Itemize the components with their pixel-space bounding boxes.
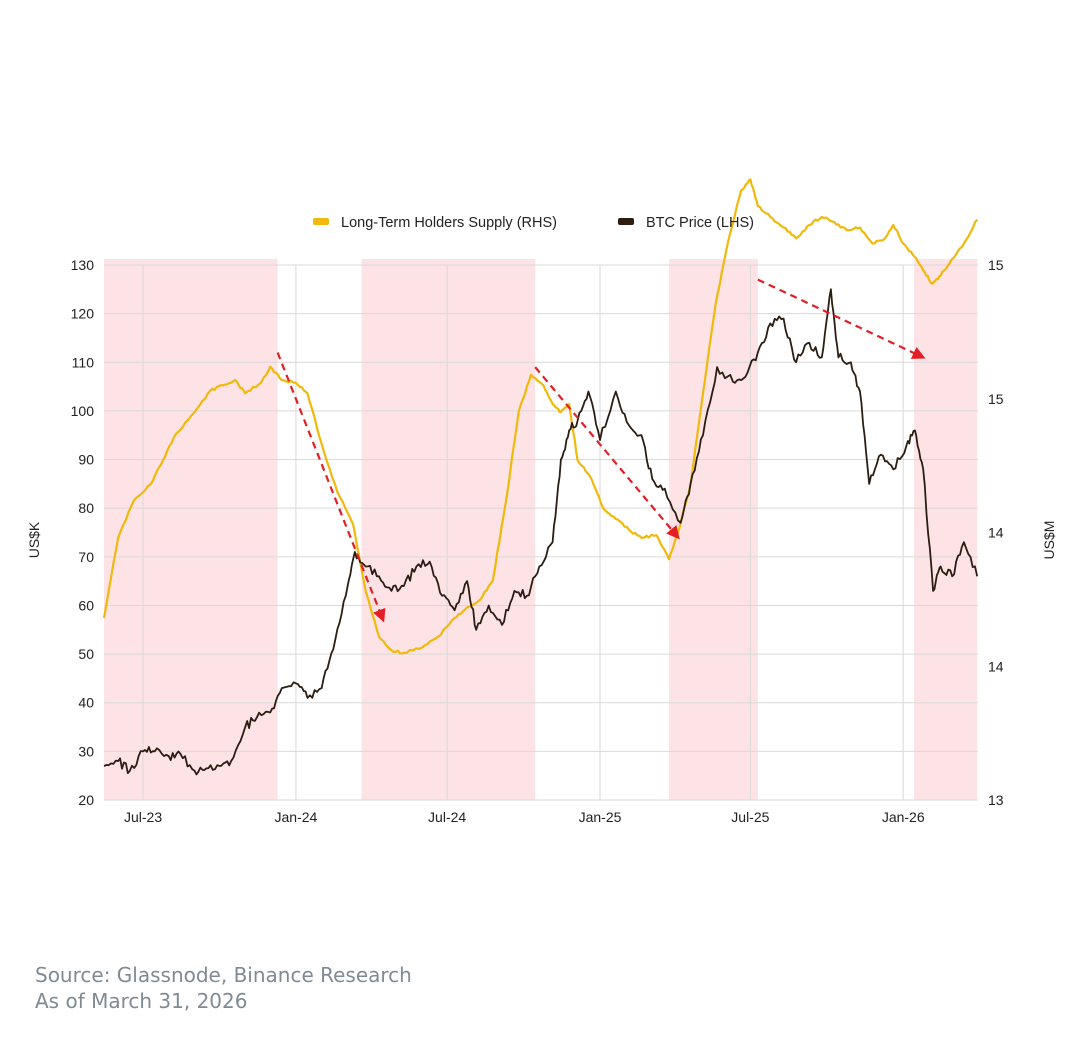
shaded-periods	[104, 259, 978, 800]
left-tick-label-40: 40	[78, 695, 94, 711]
right-tick-label-4: 15	[988, 391, 1004, 407]
btc-price-line	[103, 288, 979, 776]
legend-btc-price-swatch	[618, 218, 634, 225]
trend-arrow-2	[534, 366, 680, 540]
left-axis-title: US$K	[26, 521, 42, 558]
left-tick-label-100: 100	[71, 403, 95, 419]
source-line: Source: Glassnode, Binance Research	[35, 963, 412, 987]
legend-lth-supply-swatch	[313, 218, 329, 225]
x-tick-label-Jul-25: Jul-25	[731, 809, 769, 825]
x-tick-label-Jan-26: Jan-26	[882, 809, 925, 825]
right-tick-label-1: 13	[988, 792, 1004, 808]
x-tick-label-Jul-23: Jul-23	[124, 809, 162, 825]
x-tick-label-Jan-24: Jan-24	[275, 809, 318, 825]
right-tick-label-2: 14	[988, 658, 1004, 674]
lth-supply-vs-btc-price-chart: 20 30 40 50 60 70 80 90 100 110 120 130 Jul-23 Jan-24…	[26, 178, 1057, 825]
shaded-period-4	[914, 259, 978, 800]
left-tick-label-130: 130	[71, 257, 95, 273]
trend-arrows	[276, 278, 926, 623]
left-tick-label-30: 30	[78, 743, 94, 759]
lth-supply-line	[102, 178, 979, 655]
x-tick-label-Jan-25: Jan-25	[579, 809, 622, 825]
left-tick-label-50: 50	[78, 646, 94, 662]
left-tick-label-70: 70	[78, 549, 94, 565]
chart-footer: Source: Glassnode, Binance Research As o…	[35, 962, 412, 1014]
left-tick-label-110: 110	[72, 354, 95, 370]
left-tick-label-120: 120	[71, 306, 95, 322]
legend-btc-price-label: BTC Price (LHS)	[646, 215, 754, 231]
legend-lth-supply-label: Long-Term Holders Supply (RHS)	[341, 215, 557, 231]
grid	[104, 264, 978, 801]
left-tick-label-20: 20	[78, 792, 94, 808]
x-tick-label-Jul-24: Jul-24	[428, 809, 466, 825]
left-tick-label-60: 60	[78, 597, 94, 613]
right-tick-label-3: 14	[988, 525, 1004, 541]
series	[102, 178, 979, 776]
legend: Long-Term Holders Supply (RHS) BTC Price …	[313, 215, 754, 231]
right-tick-label-5: 15	[988, 257, 1004, 273]
left-tick-label-90: 90	[78, 452, 94, 468]
left-tick-label-80: 80	[78, 500, 94, 516]
right-axis-title: US$M	[1041, 521, 1057, 560]
shaded-period-3	[668, 259, 758, 800]
axes: 20 30 40 50 60 70 80 90 100 110 120 130 Jul-23 Jan-24…	[26, 257, 1057, 825]
shaded-period-1	[104, 259, 278, 800]
shaded-period-2	[361, 259, 536, 800]
date-line: As of March 31, 2026	[35, 989, 248, 1013]
trend-arrow-3	[757, 278, 926, 359]
